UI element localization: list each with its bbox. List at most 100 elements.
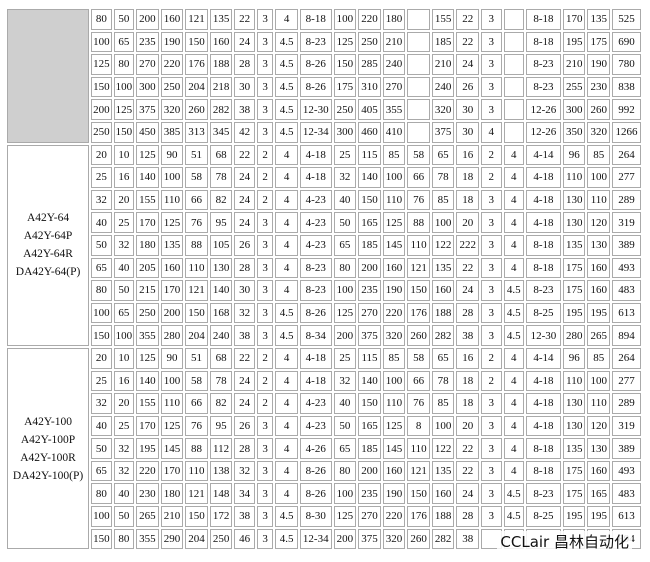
data-cell: 80 <box>91 483 112 505</box>
data-cell: 85 <box>382 347 406 369</box>
data-cell: 4.5 <box>275 121 298 143</box>
data-cell: 280 <box>562 325 586 346</box>
data-cell: 135 <box>209 9 233 30</box>
data-cell: 160 <box>160 9 184 30</box>
data-cell: 289 <box>612 189 641 211</box>
data-cell: 300 <box>333 121 357 143</box>
data-cell: 150 <box>113 121 135 143</box>
data-cell: 4 <box>275 9 298 30</box>
data-cell: 3 <box>256 438 274 459</box>
data-cell: 3 <box>256 302 274 324</box>
data-cell: 3 <box>481 31 502 53</box>
data-cell: 24 <box>234 189 255 211</box>
data-cell: 320 <box>382 528 406 550</box>
data-cell: 24 <box>456 280 480 301</box>
data-cell: 25 <box>113 212 135 233</box>
data-cell: 24 <box>456 54 480 75</box>
data-cell: 3 <box>256 506 274 527</box>
data-cell: 160 <box>587 257 611 279</box>
data-cell: 3 <box>256 99 274 120</box>
data-cell: 32 <box>113 460 135 482</box>
data-cell: 410 <box>382 121 406 143</box>
data-cell: 80 <box>113 54 135 75</box>
data-cell: 345 <box>209 121 233 143</box>
data-cell: 16 <box>456 347 480 369</box>
data-cell: 10 <box>113 144 135 166</box>
data-cell: 90 <box>160 144 184 166</box>
data-cell: 4.5 <box>503 280 525 301</box>
data-cell: 32 <box>234 460 255 482</box>
data-cell: 125 <box>382 415 406 437</box>
data-cell: 3 <box>481 234 502 256</box>
data-cell: 58 <box>407 347 430 369</box>
data-cell: 88 <box>185 234 208 256</box>
data-cell: 110 <box>160 393 184 414</box>
data-cell: 125 <box>333 506 357 527</box>
data-cell: 24 <box>234 167 255 188</box>
data-cell: 26 <box>456 76 480 98</box>
data-cell: 24 <box>234 31 255 53</box>
model-name: DA42Y-100(P) <box>12 469 84 482</box>
data-cell: 8-23 <box>526 54 561 75</box>
data-cell: 121 <box>185 9 208 30</box>
data-cell: 160 <box>382 460 406 482</box>
data-cell: 3 <box>481 9 502 30</box>
data-cell: 28 <box>234 257 255 279</box>
data-cell: 12-34 <box>299 121 332 143</box>
data-cell: 290 <box>160 528 184 550</box>
data-cell: 26 <box>234 234 255 256</box>
data-cell: 3 <box>481 54 502 75</box>
data-cell: 780 <box>612 54 641 75</box>
data-cell: 170 <box>136 415 159 437</box>
data-cell: 30 <box>456 121 480 143</box>
data-cell: 175 <box>333 76 357 98</box>
data-cell: 96 <box>562 347 586 369</box>
table-row: A42Y-100 A42Y-100P A42Y-100R DA42Y-100(P) 20… <box>7 347 641 550</box>
data-cell: 222 <box>456 234 480 256</box>
data-cell: 3 <box>481 189 502 211</box>
data-cell: 25 <box>333 347 357 369</box>
data-cell: 135 <box>431 257 455 279</box>
data-cell: 2 <box>256 347 274 369</box>
data-cell: 130 <box>562 393 586 414</box>
table-row: 80 40 230 180 121 148 34 3 4 8-26 100 235 190 150 160 2… <box>7 483 641 505</box>
data-cell: 3 <box>481 483 502 505</box>
data-cell: 215 <box>136 280 159 301</box>
data-cell: 4.5 <box>503 483 525 505</box>
data-cell: 375 <box>431 121 455 143</box>
model-name: A42Y-64 <box>26 212 70 225</box>
data-cell: 3 <box>256 234 274 256</box>
data-cell: 28 <box>456 506 480 527</box>
data-cell: 2 <box>481 167 502 188</box>
data-cell <box>407 54 430 75</box>
data-cell: 4-18 <box>299 144 332 166</box>
data-cell: 130 <box>562 212 586 233</box>
model-name: DA42Y-64(P) <box>15 266 81 279</box>
data-cell: 3 <box>481 460 502 482</box>
data-cell: 50 <box>91 234 112 256</box>
data-cell: 3 <box>256 415 274 437</box>
data-cell: 78 <box>431 370 455 392</box>
data-cell: 130 <box>587 438 611 459</box>
data-cell: 65 <box>113 31 135 53</box>
data-cell: 289 <box>612 393 641 414</box>
data-cell: 85 <box>587 144 611 166</box>
data-cell: 175 <box>562 257 586 279</box>
data-cell: 355 <box>382 99 406 120</box>
data-cell: 125 <box>136 144 159 166</box>
data-cell: 385 <box>160 121 184 143</box>
data-cell: 16 <box>113 370 135 392</box>
data-cell: 3 <box>481 257 502 279</box>
data-cell <box>503 9 525 30</box>
table-row: 40 25 170 125 76 95 26 3 4 4-23 50 165 125 8 100 20 3 4 4-… <box>7 415 641 437</box>
data-cell: 4-14 <box>526 347 561 369</box>
data-cell: 155 <box>431 9 455 30</box>
data-cell: 4 <box>275 144 298 166</box>
data-cell: 68 <box>209 347 233 369</box>
data-cell: 130 <box>562 189 586 211</box>
data-cell: 230 <box>136 483 159 505</box>
data-cell: 38 <box>456 528 480 550</box>
data-cell: 125 <box>160 212 184 233</box>
data-cell: 160 <box>587 280 611 301</box>
data-cell: 185 <box>358 438 381 459</box>
